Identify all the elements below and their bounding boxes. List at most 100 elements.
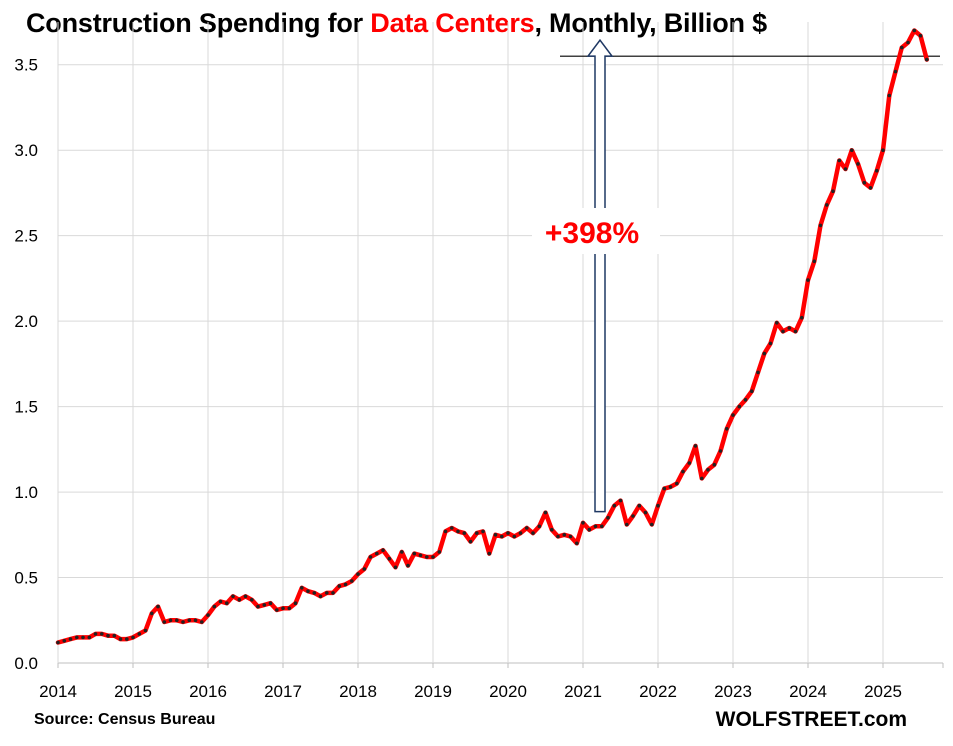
data-point — [506, 531, 510, 535]
y-tick-label: 1.0 — [14, 483, 38, 502]
data-point — [525, 526, 529, 530]
data-point — [206, 613, 210, 617]
data-point — [393, 565, 398, 570]
data-point — [243, 594, 248, 599]
data-point — [425, 555, 429, 559]
data-point — [212, 604, 217, 609]
data-point — [562, 533, 567, 537]
data-point — [612, 503, 617, 508]
x-tick-label: 2022 — [639, 682, 677, 701]
data-point — [656, 503, 660, 508]
data-point — [250, 598, 254, 602]
data-point — [825, 203, 829, 207]
data-point — [468, 539, 473, 544]
title-prefix: Construction Spending for — [26, 8, 371, 38]
data-point — [675, 481, 679, 486]
data-point — [418, 553, 423, 558]
data-point — [375, 551, 379, 556]
data-point — [175, 618, 179, 623]
data-point — [456, 529, 460, 534]
data-markers — [56, 28, 929, 645]
data-point — [237, 598, 242, 602]
data-point — [150, 611, 154, 616]
data-point — [162, 620, 167, 624]
chart-title: Construction Spending for Data Centers, … — [26, 8, 767, 39]
data-point — [706, 468, 710, 472]
data-point — [225, 601, 229, 605]
data-point — [518, 531, 523, 535]
data-point — [575, 541, 579, 546]
data-point — [337, 584, 342, 588]
data-point — [181, 620, 185, 624]
data-point — [631, 514, 635, 518]
data-point — [143, 628, 148, 633]
data-point — [300, 586, 304, 590]
y-axis-ticks: 0.0 0.5 1.0 1.5 2.0 2.5 3.0 3.5 — [14, 56, 38, 673]
data-point — [856, 162, 860, 166]
data-point — [556, 534, 560, 539]
x-tick-label: 2018 — [339, 682, 377, 701]
data-point — [881, 148, 885, 152]
x-tick-label: 2017 — [264, 682, 302, 701]
x-tick-label: 2020 — [489, 682, 527, 701]
data-point — [68, 637, 73, 641]
data-point — [587, 527, 592, 532]
data-point — [275, 608, 279, 612]
data-point — [356, 572, 360, 576]
data-point — [668, 485, 673, 489]
data-point — [693, 444, 698, 448]
data-point — [818, 223, 823, 228]
data-point — [806, 278, 810, 282]
data-point — [368, 555, 373, 559]
data-point — [593, 524, 598, 529]
data-point — [262, 603, 267, 607]
data-point — [618, 498, 623, 503]
data-point — [131, 635, 135, 640]
data-point — [550, 527, 554, 532]
data-point — [700, 476, 704, 481]
data-point — [437, 550, 442, 554]
data-point — [793, 329, 798, 334]
data-point — [537, 524, 542, 529]
data-point — [487, 551, 492, 556]
x-tick-label: 2019 — [414, 682, 452, 701]
data-point — [318, 594, 323, 599]
data-point — [775, 321, 779, 325]
data-point — [581, 521, 585, 525]
data-point — [831, 189, 835, 193]
data-point — [512, 534, 517, 539]
x-tick-label: 2025 — [864, 682, 902, 701]
data-point — [475, 531, 479, 535]
data-point — [837, 158, 842, 163]
y-tick-label: 2.5 — [14, 227, 38, 246]
data-series — [55, 28, 930, 645]
data-point — [768, 341, 773, 346]
data-point — [75, 635, 79, 640]
data-point — [906, 40, 910, 45]
data-point — [637, 503, 642, 508]
data-point — [81, 635, 85, 640]
data-point — [843, 167, 848, 171]
data-point — [400, 550, 404, 554]
data-point — [362, 567, 367, 571]
data-point — [925, 57, 929, 62]
data-point — [756, 370, 760, 375]
x-tick-label: 2023 — [714, 682, 752, 701]
data-point — [312, 591, 317, 595]
data-point — [193, 618, 198, 623]
data-point — [875, 168, 879, 173]
data-point — [712, 462, 717, 467]
data-point — [431, 555, 435, 559]
data-point — [306, 589, 310, 593]
data-point — [625, 522, 629, 527]
x-tick-label: 2016 — [189, 682, 227, 701]
data-point — [118, 637, 123, 641]
x-tick-label: 2024 — [789, 682, 827, 701]
data-point — [100, 632, 104, 636]
title-highlight: Data Centers — [370, 8, 535, 38]
data-point — [493, 533, 498, 537]
data-point — [62, 639, 67, 643]
data-point — [268, 601, 273, 605]
data-point — [718, 449, 723, 453]
data-point — [737, 404, 742, 409]
